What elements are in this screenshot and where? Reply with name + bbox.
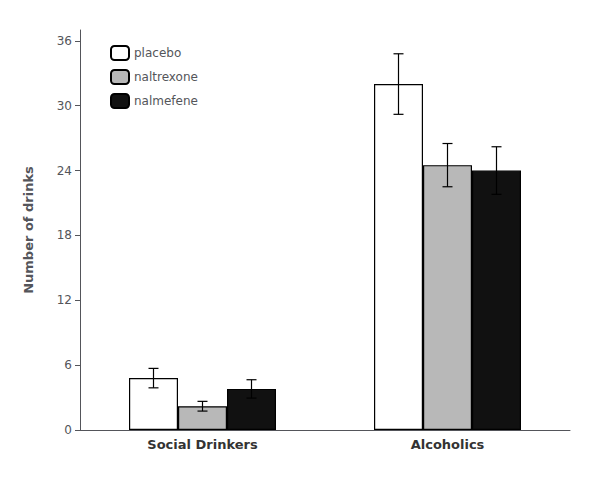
svg-text:placebo: placebo <box>134 46 181 60</box>
svg-text:Social Drinkers: Social Drinkers <box>147 437 258 452</box>
svg-text:0: 0 <box>64 423 72 437</box>
svg-text:30: 30 <box>57 99 72 113</box>
svg-text:24: 24 <box>57 164 72 178</box>
svg-text:nalmefene: nalmefene <box>134 94 198 108</box>
svg-text:36: 36 <box>57 34 72 48</box>
svg-text:12: 12 <box>57 293 72 307</box>
svg-text:Number of drinks: Number of drinks <box>21 166 36 294</box>
svg-text:18: 18 <box>57 228 72 242</box>
svg-text:naltrexone: naltrexone <box>134 70 198 84</box>
svg-text:6: 6 <box>64 358 72 372</box>
svg-text:Alcoholics: Alcoholics <box>411 437 485 452</box>
